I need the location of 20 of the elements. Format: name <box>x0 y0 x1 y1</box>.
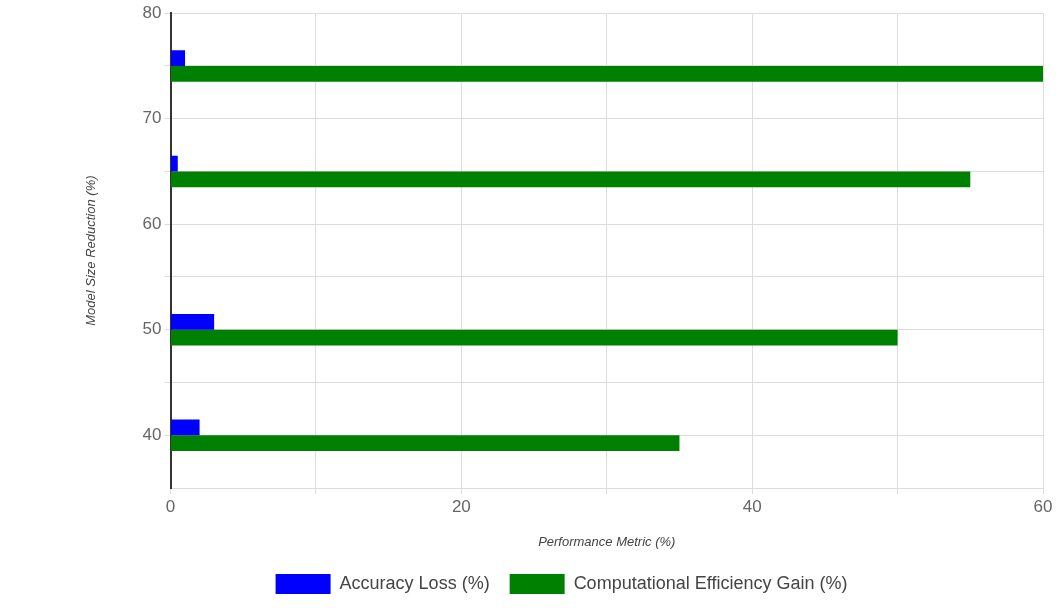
x-tick-label: 40 <box>742 496 762 516</box>
bar <box>171 171 971 188</box>
x-tick-label: 60 <box>1033 496 1053 516</box>
bar <box>171 155 178 172</box>
y-axis-title: Model Size Reduction (%) <box>83 175 99 326</box>
legend-label: Computational Efficiency Gain (%) <box>573 572 848 593</box>
x-axis-title: Performance Metric (%) <box>538 533 676 549</box>
y-tick-label: 50 <box>142 319 162 339</box>
legend-label: Accuracy Loss (%) <box>339 572 490 593</box>
bar <box>171 313 215 330</box>
bar <box>171 50 186 66</box>
y-tick-label: 60 <box>142 213 162 233</box>
y-tick-label: 40 <box>142 424 162 444</box>
bar <box>171 419 200 436</box>
y-tick-label: 80 <box>142 2 162 22</box>
y-tick-label: 70 <box>142 108 162 128</box>
x-tick-label: 0 <box>165 496 176 516</box>
bar <box>171 329 898 346</box>
bar <box>171 435 680 452</box>
x-tick-label: 20 <box>451 496 471 516</box>
